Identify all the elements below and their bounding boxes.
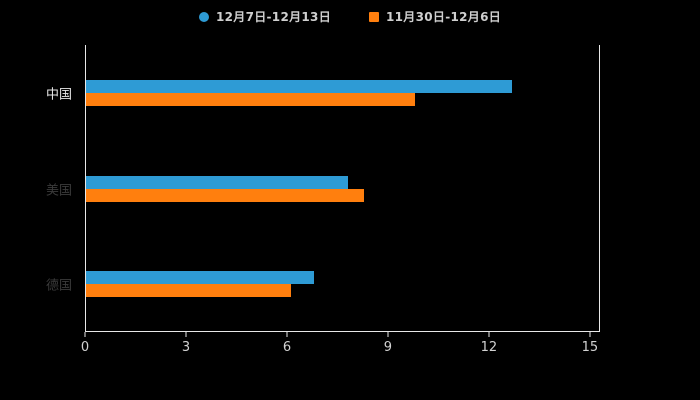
square-legend-marker-icon	[369, 11, 379, 22]
legend-label: 11月30日-12月6日	[386, 10, 502, 24]
x-tick-label-3: 9	[383, 340, 393, 355]
x-tick-mark-4	[488, 332, 490, 337]
x-tick-mark-5	[589, 332, 591, 337]
legend-item-series-0[interactable]: 12月7日-12月13日	[198, 8, 331, 25]
x-tick-label-4: 12	[480, 340, 498, 355]
bar-美国-series-1[interactable]	[86, 188, 365, 202]
x-tick-mark-1	[185, 332, 187, 337]
circle-legend-marker-icon	[198, 11, 209, 22]
x-tick-mark-3	[387, 332, 389, 337]
y-axis-label-0: 中国	[45, 87, 72, 103]
plot-area	[85, 45, 600, 332]
bar-美国-series-0[interactable]	[86, 175, 348, 189]
bar-中国-series-0[interactable]	[86, 79, 512, 93]
legend-label: 12月7日-12月13日	[215, 10, 331, 24]
x-tick-mark-2	[286, 332, 288, 337]
bar-中国-series-1[interactable]	[86, 92, 415, 106]
chart-legend: 12月7日-12月13日 11月30日-12月6日	[0, 8, 700, 25]
legend-item-series-1[interactable]: 11月30日-12月6日	[369, 8, 501, 25]
y-axis-label-1: 美国	[45, 183, 72, 198]
x-tick-label-0: 0	[80, 340, 90, 355]
x-tick-label-1: 3	[181, 340, 191, 355]
y-axis-label-2: 德国	[45, 278, 72, 294]
x-tick-mark-0	[84, 332, 86, 337]
bar-德国-series-0[interactable]	[86, 271, 314, 285]
bar-德国-series-1[interactable]	[86, 284, 291, 298]
x-tick-label-5: 15	[581, 340, 599, 355]
x-tick-label-2: 6	[282, 340, 292, 355]
